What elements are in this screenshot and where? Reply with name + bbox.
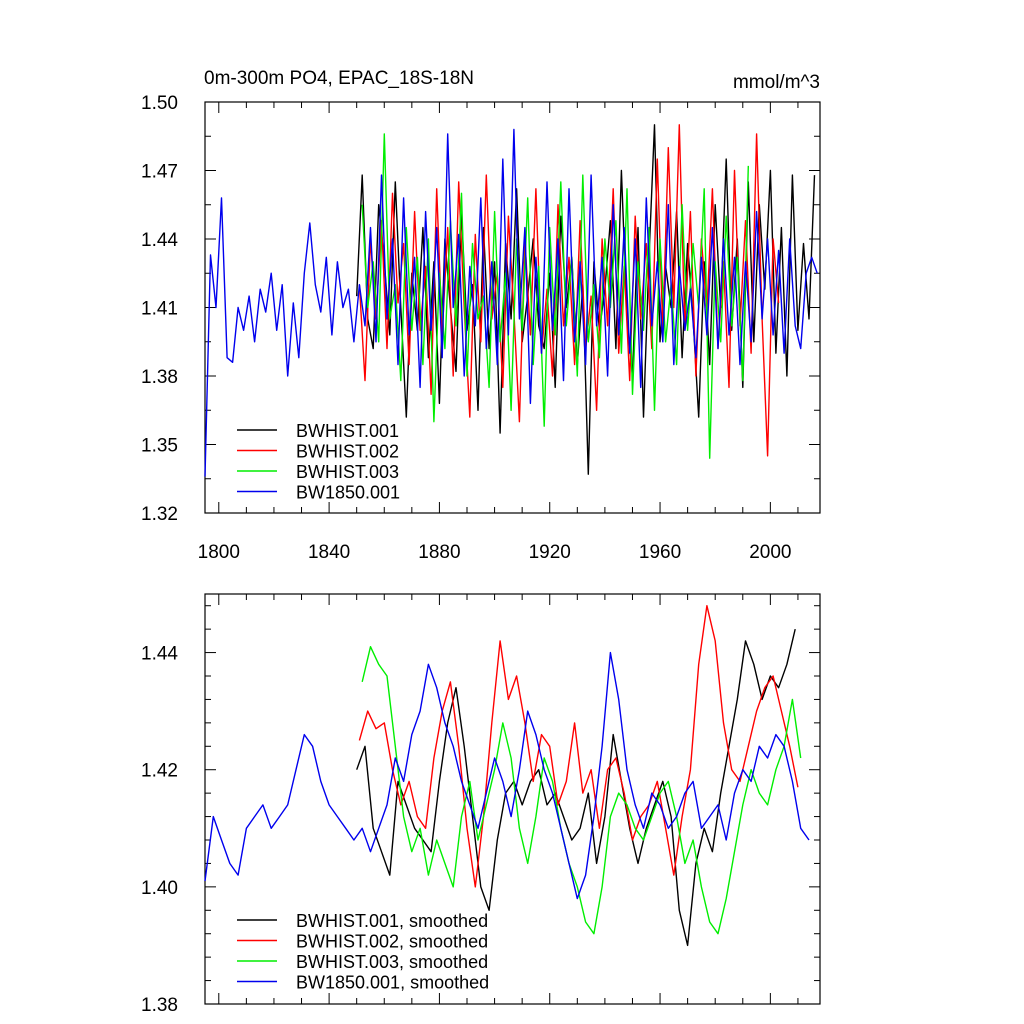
legend-entry: BW1850.001, smoothed bbox=[296, 973, 489, 993]
series-line-bwhist-003 bbox=[361, 133, 749, 459]
chart-title: 0m-300m PO4, EPAC_18S-18N bbox=[204, 68, 474, 89]
x-tick-label: 2000 bbox=[749, 542, 791, 563]
x-tick-label: 1920 bbox=[529, 542, 571, 563]
series-line-bwhist-003-smoothed bbox=[361, 646, 802, 935]
legend-entry: BWHIST.003 bbox=[296, 462, 399, 482]
plot-frame bbox=[204, 593, 821, 1005]
legend-entry: BWHIST.003, smoothed bbox=[296, 952, 488, 972]
y-tick-label: 1.38 bbox=[141, 995, 178, 1016]
legend-entry: BWHIST.001 bbox=[296, 421, 399, 441]
x-tick-label: 1840 bbox=[308, 542, 350, 563]
y-tick-label: 1.32 bbox=[141, 504, 178, 525]
y-tick-label: 1.38 bbox=[141, 367, 178, 388]
y-tick-label: 1.50 bbox=[141, 93, 178, 114]
y-tick-label: 1.42 bbox=[141, 761, 178, 782]
y-tick-label: 1.40 bbox=[141, 878, 178, 899]
x-tick-label: 1880 bbox=[418, 542, 460, 563]
series-line-bw1850-001-smoothed bbox=[204, 651, 810, 900]
series-line-bwhist-002-smoothed bbox=[358, 605, 799, 888]
legend-entry: BWHIST.002, smoothed bbox=[296, 932, 488, 952]
series-line-bw1850-001 bbox=[204, 128, 818, 477]
legend-entry: BWHIST.001, smoothed bbox=[296, 911, 488, 931]
top-panel: 0m-300m PO4, EPAC_18S-18N mmol/m^3 1800 1… bbox=[141, 68, 821, 563]
units-label: mmol/m^3 bbox=[733, 72, 820, 93]
y-tick-label: 1.47 bbox=[141, 162, 178, 183]
legend-entry: BWHIST.002 bbox=[296, 442, 399, 462]
y-tick-label: 1.41 bbox=[141, 299, 178, 320]
y-tick-label: 1.44 bbox=[141, 644, 178, 665]
legend-entry: BW1850.001 bbox=[296, 483, 400, 503]
series-line-bwhist-002 bbox=[358, 124, 780, 457]
y-tick-label: 1.35 bbox=[141, 436, 178, 457]
x-tick-label: 1960 bbox=[639, 542, 681, 563]
x-tick-label: 1800 bbox=[198, 542, 240, 563]
y-tick-label: 1.44 bbox=[141, 230, 178, 251]
series-line-bwhist-001-smoothed bbox=[356, 628, 796, 947]
